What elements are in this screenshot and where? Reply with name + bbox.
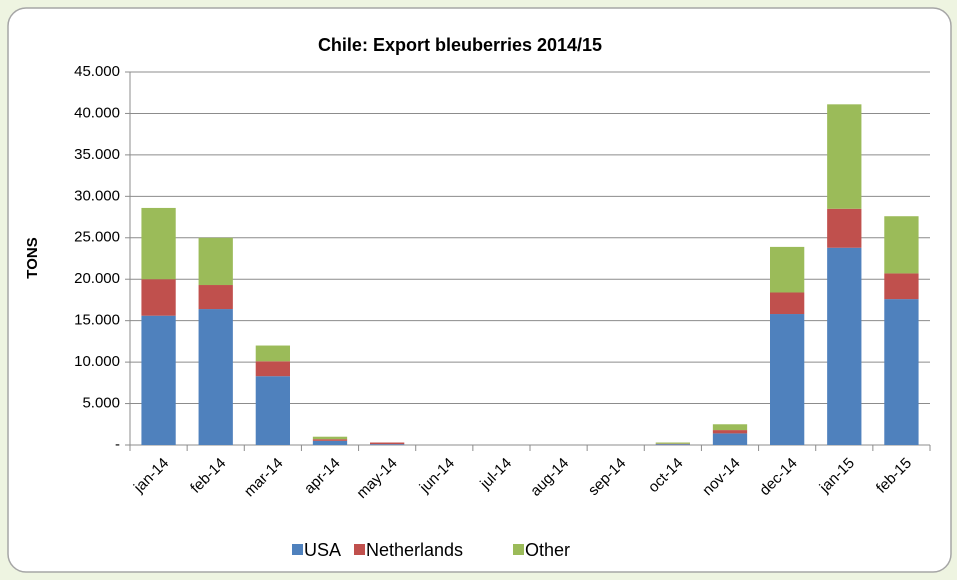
legend-swatch xyxy=(354,544,365,555)
bar-segment xyxy=(827,247,862,445)
bar-segment xyxy=(312,436,348,440)
bar-segment xyxy=(770,246,805,293)
y-axis-label: TONS xyxy=(24,237,41,278)
bar-segment xyxy=(141,315,176,445)
bar-segment xyxy=(712,424,748,431)
bar-segment xyxy=(884,299,919,445)
y-tick-label: 45.000 xyxy=(74,63,120,80)
bar-segment xyxy=(884,216,919,274)
y-tick-label: 30.000 xyxy=(74,187,120,204)
y-tick-label: - xyxy=(115,436,120,453)
bar-segment xyxy=(312,439,348,441)
bar-segment xyxy=(827,208,862,248)
y-tick-label: 15.000 xyxy=(74,312,120,329)
bar-segment xyxy=(255,361,290,377)
legend-label: USA xyxy=(304,540,341,560)
bar-segment xyxy=(884,273,919,300)
bar-segment xyxy=(770,314,805,445)
legend-label: Other xyxy=(525,540,570,560)
bar-segment xyxy=(712,430,748,434)
bar-segment xyxy=(198,309,233,445)
legend-swatch xyxy=(292,544,303,555)
bar-segment xyxy=(770,292,805,315)
bar-segment xyxy=(141,207,176,280)
legend-label: Netherlands xyxy=(366,540,463,560)
bar-segment xyxy=(827,104,862,209)
bar-segment xyxy=(198,237,233,286)
bar-segment xyxy=(198,285,233,310)
bar-segment xyxy=(655,444,690,445)
y-tick-label: 5.000 xyxy=(82,395,120,412)
bar-segment xyxy=(255,345,290,362)
y-tick-label: 35.000 xyxy=(74,146,120,163)
y-tick-label: 25.000 xyxy=(74,229,120,246)
bar-segment xyxy=(141,279,176,316)
bar-segment xyxy=(712,433,748,445)
y-tick-label: 40.000 xyxy=(74,104,120,121)
chart-title: Chile: Export bleuberries 2014/15 xyxy=(318,35,602,55)
bar-segment xyxy=(655,442,690,444)
legend-swatch xyxy=(513,544,524,555)
bar-segment xyxy=(255,376,290,445)
y-tick-label: 20.000 xyxy=(74,270,120,287)
bar-segment xyxy=(312,440,348,445)
bar-segment xyxy=(370,442,405,445)
bar-segment xyxy=(370,444,405,445)
y-tick-label: 10.000 xyxy=(74,353,120,370)
